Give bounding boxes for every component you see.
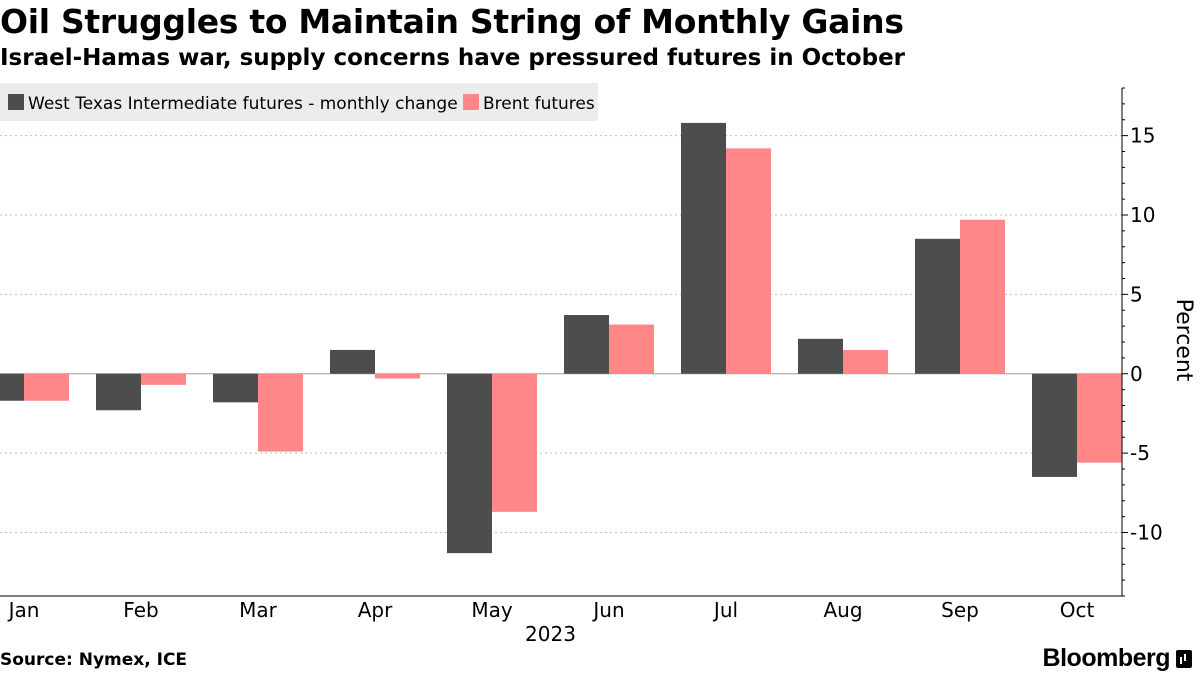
bloomberg-logo: Bloomberg	[1043, 644, 1192, 673]
x-tick-label: Jun	[591, 598, 624, 622]
brent-bar-apr	[375, 373, 420, 379]
x-axis-label: 2023	[525, 622, 576, 646]
x-tick-label: Oct	[1060, 598, 1095, 622]
wti-bar-jul	[681, 122, 726, 374]
x-tick-label: Mar	[239, 598, 278, 622]
wti-bar-sep	[915, 238, 960, 374]
chart-subtitle: Israel-Hamas war, supply concerns have p…	[0, 45, 906, 71]
brent-bar-jan	[24, 373, 69, 401]
x-tick-label: Feb	[123, 598, 158, 622]
legend-swatch-brent	[463, 94, 479, 110]
x-tick-label: Aug	[823, 598, 862, 622]
chart-title: Oil Struggles to Maintain String of Mont…	[0, 2, 904, 41]
wti-bar-feb	[96, 373, 141, 411]
y-tick-label: 10	[1130, 203, 1155, 227]
brand-text: Bloomberg	[1042, 644, 1171, 672]
wti-bar-aug	[798, 338, 843, 374]
brent-bar-oct	[1077, 373, 1122, 463]
legend: West Texas Intermediate futures - monthl…	[0, 83, 598, 121]
bars	[0, 122, 1122, 554]
y-tick-label: 15	[1130, 124, 1155, 148]
x-tick-label: Jul	[712, 598, 738, 622]
x-tick-label: Sep	[941, 598, 979, 622]
source-note: Source: Nymex, ICE	[0, 650, 188, 670]
brent-bar-jun	[609, 324, 654, 374]
legend-label-brent: Brent futures	[483, 94, 595, 114]
y-tick-label: 0	[1130, 362, 1143, 386]
brent-bar-aug	[843, 349, 888, 374]
wti-bar-may	[447, 373, 492, 554]
y-axis-label: Percent	[1171, 299, 1196, 382]
legend-box	[0, 83, 598, 121]
y-tick-label: -5	[1130, 441, 1150, 465]
wti-bar-mar	[213, 373, 258, 403]
brent-bar-mar	[258, 373, 303, 452]
x-tick-label: Jan	[7, 598, 40, 622]
brent-bar-jul	[726, 148, 771, 374]
axes: -10 -5 0 5 10 15 Jan Feb Mar Apr May Jun Jul Aug Sep Oc…	[0, 87, 1196, 646]
wti-bar-oct	[1032, 373, 1077, 477]
y-tick-label: -10	[1130, 521, 1163, 545]
bloomberg-terminal-icon	[1176, 649, 1192, 668]
wti-bar-apr	[330, 349, 375, 374]
legend-label-wti: West Texas Intermediate futures - monthl…	[28, 94, 458, 114]
wti-bar-jun	[564, 315, 609, 374]
brent-bar-feb	[141, 373, 186, 385]
x-tick-label: May	[471, 598, 513, 622]
wti-bar-jan	[0, 373, 24, 401]
y-tick-label: 5	[1130, 282, 1143, 306]
brent-bar-may	[492, 373, 537, 512]
brent-bar-sep	[960, 219, 1005, 374]
x-tick-label: Apr	[358, 598, 393, 622]
legend-swatch-wti	[8, 94, 24, 110]
